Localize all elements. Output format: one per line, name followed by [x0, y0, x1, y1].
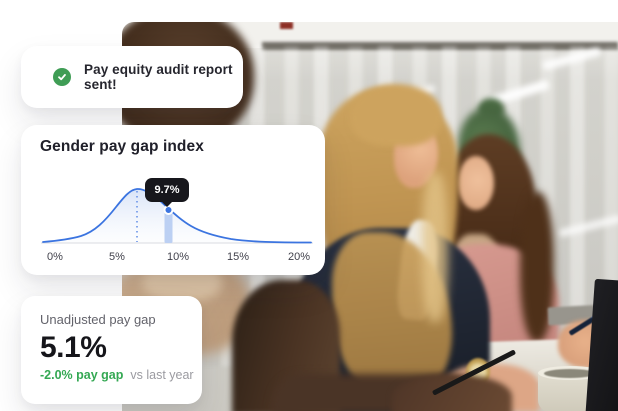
photo-window-frame [262, 42, 618, 50]
photo-exit-sign [280, 22, 293, 29]
gender-pay-gap-chart-card: Gender pay gap index 9.7% 0% 5% 10% 15% … [21, 125, 325, 275]
office-photo [122, 22, 618, 411]
stat-value: 5.1% [40, 331, 107, 364]
stat-label: Unadjusted pay gap [40, 312, 156, 327]
x-tick-label: 10% [166, 251, 190, 263]
photo-brunette-woman-face [458, 156, 494, 210]
highlight-bar [164, 210, 173, 243]
chart-title: Gender pay gap index [40, 138, 204, 155]
chart-tooltip: 9.7% [145, 178, 189, 202]
check-icon [53, 68, 71, 86]
data-point-marker[interactable] [163, 205, 174, 215]
photo-blonde-woman-hair [350, 84, 442, 146]
toast-notification: Pay equity audit report sent! [21, 46, 243, 108]
stat-delta-row: -2.0% pay gap vs last year [40, 368, 194, 382]
delta-note: vs last year [130, 368, 194, 382]
toast-message: Pay equity audit report sent! [84, 62, 233, 92]
tooltip-value: 9.7% [154, 184, 180, 196]
x-tick-label: 15% [226, 251, 250, 263]
photo-blonde-woman-hair [422, 172, 448, 322]
x-tick-label: 5% [109, 251, 125, 263]
unadjusted-pay-gap-card: Unadjusted pay gap 5.1% -2.0% pay gap vs… [21, 296, 202, 404]
x-tick-label: 0% [47, 251, 63, 263]
delta-value: -2.0% pay gap [40, 368, 124, 382]
x-tick-label: 20% [287, 251, 311, 263]
photo-coffee-mug [544, 369, 596, 378]
